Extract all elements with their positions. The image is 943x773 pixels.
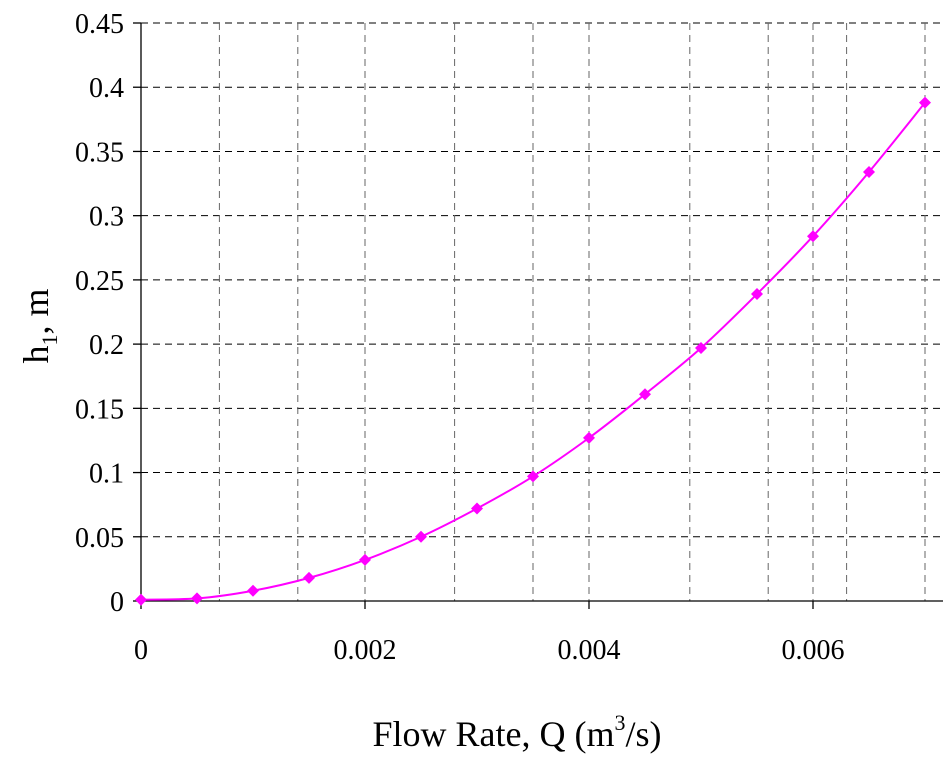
data-point — [191, 592, 203, 605]
x-tick-label: 0.002 — [334, 635, 397, 666]
y-tick-label: 0.35 — [75, 137, 124, 168]
y-axis-title: h1, m — [16, 288, 62, 363]
tick-labels: 0 0.05 0.1 0.15 0.2 0.25 0.3 0.35 0.4 0.45 0 0.002 0… — [75, 9, 845, 666]
data-point — [471, 502, 483, 515]
grid-lines — [141, 22, 943, 601]
data-point — [639, 388, 651, 401]
y-tick-label: 0.3 — [89, 202, 124, 233]
data-point — [247, 584, 259, 597]
y-tick-label: 0.15 — [75, 394, 124, 425]
data-point — [415, 530, 427, 543]
y-tick-label: 0.25 — [75, 266, 124, 297]
y-tick-label: 0.45 — [75, 9, 124, 40]
y-tick-label: 0.4 — [89, 73, 124, 104]
y-tick-label: 0.2 — [89, 330, 124, 361]
data-point — [135, 593, 147, 606]
y-tick-label: 0.1 — [89, 459, 124, 490]
data-point — [527, 470, 539, 483]
x-axis-title: Flow Rate, Q (m3/s) — [373, 710, 662, 754]
data-point — [807, 230, 819, 243]
data-point — [919, 96, 931, 109]
data-point — [695, 341, 707, 354]
x-tick-label: 0 — [134, 635, 148, 666]
data-point — [751, 288, 763, 301]
y-tick-label: 0.05 — [75, 523, 124, 554]
data-point — [863, 165, 875, 178]
x-tick-label: 0.006 — [782, 635, 845, 666]
data-point — [583, 431, 595, 444]
data-point — [303, 571, 315, 584]
data-point — [359, 553, 371, 566]
y-tick-label: 0 — [110, 587, 124, 618]
series-group — [135, 96, 931, 606]
x-tick-label: 0.004 — [558, 635, 621, 666]
axes — [133, 22, 943, 609]
